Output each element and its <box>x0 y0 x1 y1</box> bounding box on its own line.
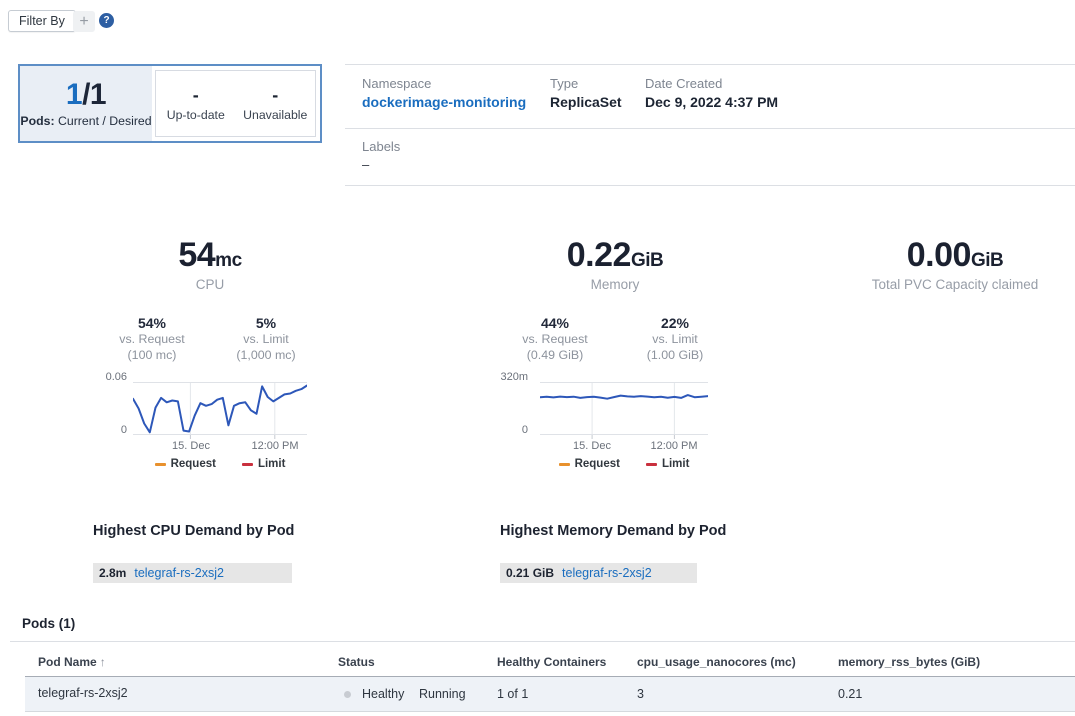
cpu-chart-xtick-2: 12:00 PM <box>251 440 299 452</box>
namespace-label: Namespace <box>362 76 432 91</box>
highest-cpu-demand-heading: Highest CPU Demand by Pod <box>93 523 295 539</box>
sort-ascending-icon: ↑ <box>99 655 106 669</box>
pods-current-value: 1 <box>65 78 83 111</box>
add-filter-button[interactable]: + <box>73 11 95 32</box>
cpu-vs-limit: 5% vs. Limit (1,000 mc) <box>236 315 296 362</box>
pod-status-health: Healthy <box>362 687 405 701</box>
pvc-label: Total PVC Capacity claimed <box>871 277 1039 292</box>
highest-memory-demand-bar: 0.21 GiB telegraf-rs-2xsj2 <box>500 563 697 583</box>
details-divider-top <box>345 64 1075 65</box>
cpu-usage-chart[interactable] <box>133 382 307 440</box>
legend-item-limit[interactable]: Limit <box>241 458 285 470</box>
pods-table-header-divider <box>25 676 1075 677</box>
legend-item-request[interactable]: Request <box>558 458 620 470</box>
cpu-value: 54mc <box>178 236 242 274</box>
series-line <box>133 384 307 434</box>
memory-chart-ymax-label: 320m <box>500 371 528 383</box>
namespace-link[interactable]: dockerimage-monitoring <box>362 94 527 110</box>
labels-label: Labels <box>362 139 401 154</box>
status-dot-icon <box>344 691 351 698</box>
highest-cpu-demand-bar: 2.8m telegraf-rs-2xsj2 <box>93 563 292 583</box>
cpu-chart-legend: Request Limit <box>133 458 307 470</box>
pod-name-link[interactable]: telegraf-rs-2xsj2 <box>38 686 128 700</box>
up-to-date-value: - <box>192 84 199 105</box>
memory-usage-chart[interactable] <box>540 382 708 440</box>
memory-vs-limit: 22% vs. Limit (1.00 GiB) <box>646 315 704 362</box>
details-divider-middle <box>345 128 1075 129</box>
memory-chart-legend: Request Limit <box>540 458 708 470</box>
pods-summary-card: 1/1 Pods: Current / Desired - Up-to-date… <box>18 64 322 143</box>
column-header-pod-name[interactable]: Pod Name ↑ <box>38 655 106 669</box>
limit-dash-icon <box>241 462 253 466</box>
column-header-status[interactable]: Status <box>338 655 375 669</box>
pods-current-desired-tile: 1/1 Pods: Current / Desired <box>20 66 152 141</box>
memory-vs-request: 44% vs. Request (0.49 GiB) <box>522 315 588 362</box>
table-row[interactable] <box>25 677 1075 712</box>
pods-desired-value: /1 <box>82 78 107 111</box>
cpu-chart-xtick-1: 15. Dec <box>172 440 210 452</box>
cpu-chart-ymax-label: 0.06 <box>105 371 127 383</box>
column-header-healthy-containers[interactable]: Healthy Containers <box>497 655 607 669</box>
cpu-vs-request: 54% vs. Request (100 mc) <box>119 315 185 362</box>
up-to-date-label: Up-to-date <box>166 107 225 122</box>
memory-value: 0.22GiB <box>566 236 664 274</box>
date-created-label: Date Created <box>645 76 723 91</box>
help-icon[interactable]: ? <box>99 13 114 28</box>
pvc-value: 0.00GiB <box>906 236 1004 274</box>
series-line <box>540 394 708 400</box>
highest-cpu-demand-pod-link[interactable]: telegraf-rs-2xsj2 <box>134 566 224 580</box>
pods-table-top-divider <box>10 641 1075 642</box>
highest-memory-demand-heading: Highest Memory Demand by Pod <box>500 523 727 539</box>
unavailable-value: - <box>272 84 279 105</box>
legend-item-limit[interactable]: Limit <box>645 458 689 470</box>
details-divider-bottom <box>345 185 1075 186</box>
pods-ratio: 1/1 <box>65 78 107 111</box>
pods-status-box: - Up-to-date - Unavailable <box>155 70 316 137</box>
pod-healthy-containers: 1 of 1 <box>497 687 529 701</box>
highest-memory-demand-pod-link[interactable]: telegraf-rs-2xsj2 <box>562 566 652 580</box>
limit-dash-icon <box>645 462 657 466</box>
highest-memory-demand-value: 0.21 GiB <box>506 566 555 580</box>
request-dash-icon <box>154 462 166 466</box>
type-value: ReplicaSet <box>550 94 622 110</box>
highest-cpu-demand-value: 2.8m <box>99 566 127 580</box>
type-label: Type <box>550 76 579 91</box>
column-header-memory-rss[interactable]: memory_rss_bytes (GiB) <box>838 655 981 669</box>
legend-item-request[interactable]: Request <box>154 458 216 470</box>
cpu-chart-ymin-label: 0 <box>120 424 127 436</box>
request-dash-icon <box>558 462 570 466</box>
pod-cpu-usage: 3 <box>637 687 644 701</box>
memory-label: Memory <box>590 277 640 292</box>
pod-status-phase: Running <box>419 687 466 701</box>
pods-caption: Pods: Current / Desired <box>20 114 152 128</box>
up-to-date-tile: - Up-to-date <box>156 71 236 136</box>
pod-memory-rss: 0.21 <box>838 687 863 701</box>
unavailable-tile: - Unavailable <box>236 71 316 136</box>
labels-value: – <box>362 157 370 172</box>
memory-chart-ymin-label: 0 <box>521 424 528 436</box>
unavailable-label: Unavailable <box>243 107 308 122</box>
pods-table-title: Pods (1) <box>22 616 76 631</box>
cpu-label: CPU <box>195 277 225 292</box>
memory-chart-xtick-1: 15. Dec <box>573 440 611 452</box>
date-created-value: Dec 9, 2022 4:37 PM <box>645 94 779 110</box>
column-header-cpu-usage[interactable]: cpu_usage_nanocores (mc) <box>637 655 796 669</box>
filter-by-button[interactable]: Filter By <box>8 10 76 32</box>
memory-chart-xtick-2: 12:00 PM <box>650 440 698 452</box>
